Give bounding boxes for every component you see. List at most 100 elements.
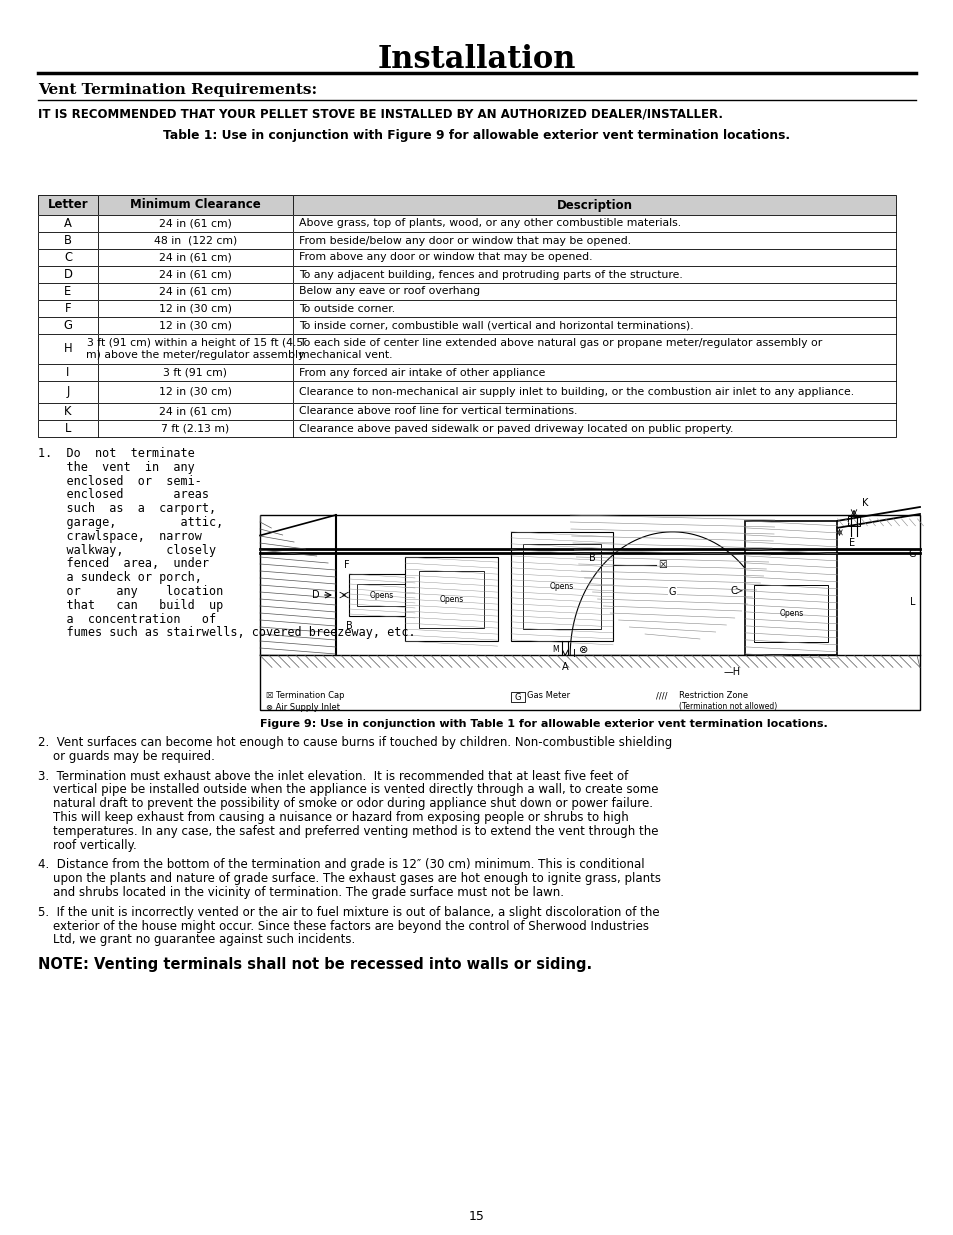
Text: walkway,      closely: walkway, closely bbox=[38, 543, 216, 557]
Bar bbox=[293, 215, 895, 232]
Bar bbox=[98, 232, 293, 249]
Text: that   can   build  up: that can build up bbox=[38, 599, 223, 611]
Bar bbox=[38, 420, 98, 437]
Bar bbox=[38, 195, 98, 215]
Text: I: I bbox=[573, 650, 576, 659]
Text: This will keep exhaust from causing a nuisance or hazard from exposing people or: This will keep exhaust from causing a nu… bbox=[38, 811, 628, 824]
Text: Description: Description bbox=[556, 199, 632, 211]
Text: fenced  area,  under: fenced area, under bbox=[38, 557, 209, 571]
Bar bbox=[98, 266, 293, 283]
Text: Opens: Opens bbox=[370, 590, 394, 599]
Text: IT IS RECOMMENDED THAT YOUR PELLET STOVE BE INSTALLED BY AN AUTHORIZED DEALER/IN: IT IS RECOMMENDED THAT YOUR PELLET STOVE… bbox=[38, 107, 722, 121]
Text: To inside corner, combustible wall (vertical and horizontal terminations).: To inside corner, combustible wall (vert… bbox=[298, 321, 693, 331]
Bar bbox=[38, 232, 98, 249]
Text: C: C bbox=[730, 585, 737, 595]
Text: 24 in (61 cm): 24 in (61 cm) bbox=[159, 287, 232, 296]
Bar bbox=[293, 300, 895, 317]
Text: H: H bbox=[64, 342, 72, 356]
Bar bbox=[522, 545, 600, 629]
Text: 12 in (30 cm): 12 in (30 cm) bbox=[159, 321, 232, 331]
Bar bbox=[260, 515, 919, 710]
Bar bbox=[38, 364, 98, 382]
Bar bbox=[293, 364, 895, 382]
Bar bbox=[98, 403, 293, 420]
Text: Opens: Opens bbox=[779, 609, 802, 619]
Text: Figure 9: Use in conjunction with Table 1 for allowable exterior vent terminatio: Figure 9: Use in conjunction with Table … bbox=[260, 719, 827, 729]
Text: Clearance above roof line for vertical terminations.: Clearance above roof line for vertical t… bbox=[298, 406, 577, 416]
Bar bbox=[38, 249, 98, 266]
Text: L: L bbox=[909, 597, 915, 606]
Bar bbox=[38, 283, 98, 300]
Bar bbox=[744, 521, 837, 656]
Bar bbox=[293, 195, 895, 215]
Text: enclosed  or  semi-: enclosed or semi- bbox=[38, 474, 202, 488]
Text: ////: //// bbox=[656, 692, 667, 700]
Bar bbox=[38, 403, 98, 420]
Bar bbox=[38, 333, 98, 364]
Text: Letter: Letter bbox=[48, 199, 89, 211]
Bar bbox=[510, 532, 613, 641]
Text: Installation: Installation bbox=[377, 44, 576, 75]
Text: From above any door or window that may be opened.: From above any door or window that may b… bbox=[298, 252, 592, 263]
Bar bbox=[98, 215, 293, 232]
Text: 2.  Vent surfaces can become hot enough to cause burns if touched by children. N: 2. Vent surfaces can become hot enough t… bbox=[38, 736, 672, 748]
Bar bbox=[98, 300, 293, 317]
Text: I: I bbox=[67, 366, 70, 379]
Text: garage,         attic,: garage, attic, bbox=[38, 516, 223, 529]
Text: From beside/below any door or window that may be opened.: From beside/below any door or window tha… bbox=[298, 236, 631, 246]
Bar bbox=[98, 382, 293, 403]
Text: A: A bbox=[561, 662, 568, 672]
Text: Restriction Zone: Restriction Zone bbox=[679, 692, 747, 700]
Bar bbox=[98, 317, 293, 333]
Text: such  as  a  carport,: such as a carport, bbox=[38, 503, 216, 515]
Text: Table 1: Use in conjunction with Figure 9 for allowable exterior vent terminatio: Table 1: Use in conjunction with Figure … bbox=[163, 128, 790, 142]
Text: Below any eave or roof overhang: Below any eave or roof overhang bbox=[298, 287, 479, 296]
Text: a sundeck or porch,: a sundeck or porch, bbox=[38, 572, 202, 584]
Bar bbox=[98, 195, 293, 215]
Text: B: B bbox=[589, 553, 596, 563]
Bar bbox=[98, 283, 293, 300]
Bar bbox=[754, 585, 827, 642]
Bar bbox=[38, 364, 98, 382]
Bar bbox=[293, 266, 895, 283]
Text: G: G bbox=[907, 550, 915, 559]
Bar bbox=[98, 364, 293, 382]
Bar bbox=[38, 403, 98, 420]
Text: 3 ft (91 cm) within a height of 15 ft (4.5
m) above the meter/regulator assembly: 3 ft (91 cm) within a height of 15 ft (4… bbox=[86, 338, 304, 359]
Bar bbox=[38, 420, 98, 437]
Bar bbox=[38, 300, 98, 317]
Text: the  vent  in  any: the vent in any bbox=[38, 461, 194, 474]
Text: Clearance to non-mechanical air supply inlet to building, or the combustion air : Clearance to non-mechanical air supply i… bbox=[298, 387, 853, 396]
Bar bbox=[510, 692, 524, 701]
Text: 1.  Do  not  terminate: 1. Do not terminate bbox=[38, 447, 194, 459]
Bar bbox=[293, 232, 895, 249]
Text: exterior of the house might occur. Since these factors are beyond the control of: exterior of the house might occur. Since… bbox=[38, 920, 648, 932]
Bar bbox=[293, 283, 895, 300]
Bar bbox=[38, 232, 98, 249]
Text: G: G bbox=[668, 587, 676, 598]
Text: Minimum Clearance: Minimum Clearance bbox=[130, 199, 260, 211]
Bar bbox=[38, 333, 98, 364]
Bar bbox=[98, 195, 293, 215]
Text: ☒ Termination Cap: ☒ Termination Cap bbox=[266, 692, 344, 700]
Bar bbox=[847, 516, 859, 526]
Text: A: A bbox=[64, 217, 71, 230]
Text: 24 in (61 cm): 24 in (61 cm) bbox=[159, 219, 232, 228]
Bar bbox=[38, 283, 98, 300]
Bar bbox=[293, 215, 895, 232]
Bar bbox=[98, 266, 293, 283]
Bar bbox=[38, 382, 98, 403]
Bar bbox=[38, 215, 98, 232]
Text: roof vertically.: roof vertically. bbox=[38, 839, 136, 852]
Bar bbox=[293, 420, 895, 437]
Text: upon the plants and nature of grade surface. The exhaust gases are hot enough to: upon the plants and nature of grade surf… bbox=[38, 872, 660, 885]
Bar bbox=[98, 403, 293, 420]
Bar bbox=[38, 249, 98, 266]
Bar bbox=[98, 283, 293, 300]
Text: 5.  If the unit is incorrectly vented or the air to fuel mixture is out of balan: 5. If the unit is incorrectly vented or … bbox=[38, 905, 659, 919]
Text: K: K bbox=[64, 405, 71, 417]
Bar bbox=[293, 195, 895, 215]
Text: E: E bbox=[848, 538, 855, 548]
Text: 24 in (61 cm): 24 in (61 cm) bbox=[159, 252, 232, 263]
Bar bbox=[38, 195, 98, 215]
